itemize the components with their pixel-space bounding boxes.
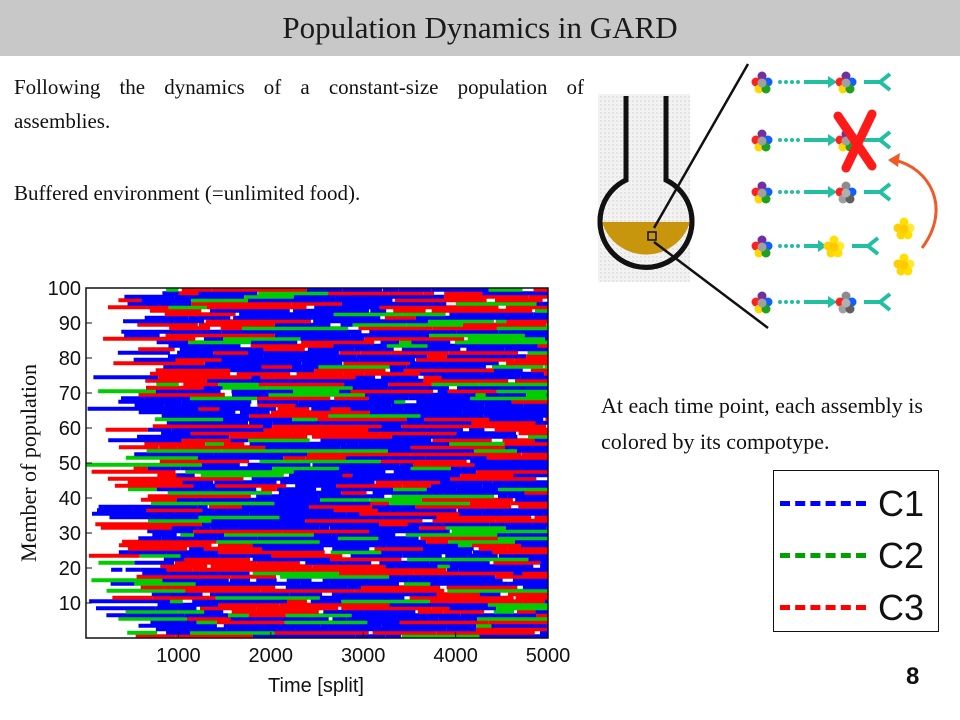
y-tick-label: 40 <box>59 488 81 510</box>
slide-title: Population Dynamics in GARD <box>282 10 678 45</box>
chart-ticks: 1000 2000 3000 4000 5000 10 20 30 40 50 60 70 80 90 10… <box>48 278 571 667</box>
y-tick-label: 50 <box>59 453 81 475</box>
y-tick-label: 90 <box>59 313 81 335</box>
x-tick-label: 4000 <box>433 645 478 667</box>
x-tick-label: 3000 <box>341 645 386 667</box>
assembly-row <box>751 71 892 94</box>
x-tick-label: 5000 <box>526 645 571 667</box>
x-tick-label: 1000 <box>156 645 201 667</box>
population-chart: 1000 2000 3000 4000 5000 10 20 30 40 50 60 70 80 90 10… <box>16 278 571 697</box>
y-tick-label: 20 <box>59 558 81 580</box>
competitor-assemblies <box>893 217 915 276</box>
zoom-line-bottom <box>653 241 769 329</box>
chart-bars <box>86 287 548 639</box>
flask-illustration <box>597 94 695 282</box>
zoom-line-top <box>652 63 750 229</box>
assembly-row <box>751 235 880 258</box>
legend-label-c1: C1 <box>878 483 925 524</box>
legend-line-c3 <box>780 605 866 610</box>
legend-item-c2: C2 <box>774 531 938 581</box>
x-axis-label: Time [split] <box>268 675 364 697</box>
chart-legend: C1 C2 C3 <box>773 470 939 632</box>
cross-icon <box>833 109 877 173</box>
y-tick-label: 70 <box>59 383 81 405</box>
y-tick-label: 100 <box>48 278 81 300</box>
assembly-growth-diagram <box>652 63 938 329</box>
legend-label-c2: C2 <box>878 535 925 576</box>
replacement-arrow-icon <box>888 153 938 249</box>
zoom-box-icon <box>647 231 657 241</box>
y-tick-label: 10 <box>59 593 81 615</box>
legend-item-c1: C1 <box>774 479 938 529</box>
assembly-row <box>751 291 892 314</box>
intro-paragraph: Following the dynamics of a constant-siz… <box>14 75 584 133</box>
legend-item-c3: C3 <box>774 583 938 633</box>
assembly-row <box>751 129 892 152</box>
coloring-paragraph: At each time point, each assembly is col… <box>601 393 923 454</box>
y-tick-label: 60 <box>59 418 81 440</box>
legend-line-c1 <box>780 501 866 506</box>
slide-number: 8 <box>906 663 920 690</box>
flask-liquid <box>602 222 690 255</box>
assembly-row <box>751 181 892 204</box>
y-axis-label: Member of population <box>16 364 41 562</box>
y-tick-label: 80 <box>59 348 81 370</box>
environment-paragraph: Buffered environment (=unlimited food). <box>14 181 361 205</box>
x-tick-label: 2000 <box>249 645 294 667</box>
title-bar: Population Dynamics in GARD <box>0 0 960 56</box>
legend-line-c2 <box>780 553 866 558</box>
y-tick-label: 30 <box>59 523 81 545</box>
legend-label-c3: C3 <box>878 587 925 628</box>
